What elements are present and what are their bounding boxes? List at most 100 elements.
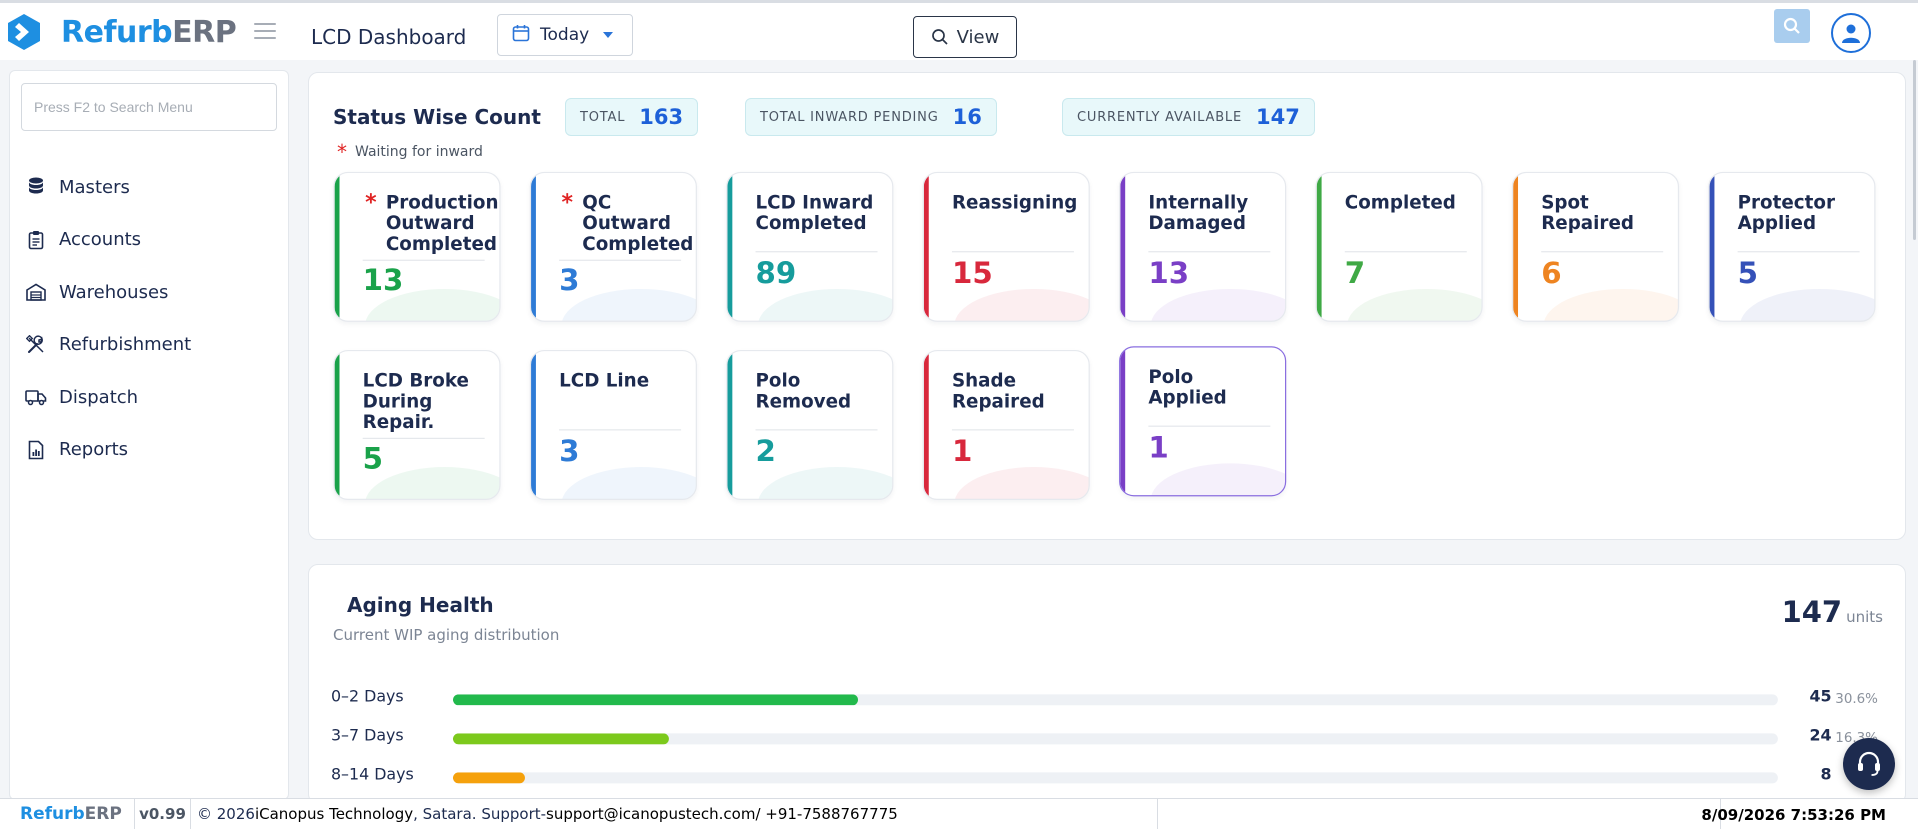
aging-title: Aging Health — [347, 593, 494, 617]
tile-divider — [362, 259, 485, 261]
sidebar-item-refurbishment[interactable]: Refurbishment — [10, 319, 288, 372]
aging-row: 8–14 Days 8 — [331, 765, 1878, 794]
status-tiles: Production Outward Completed * 13 QC Outwar… — [309, 73, 1918, 642]
aging-bar-fill — [452, 733, 669, 745]
status-tile[interactable]: Protector Applied 5 — [1708, 171, 1876, 322]
tile-divider — [559, 259, 682, 261]
tile-decoration — [954, 467, 1089, 499]
aging-row-percent: 30.6% — [1835, 690, 1878, 707]
asterisk-icon: * — [561, 190, 574, 216]
status-tile[interactable]: LCD Broke During Repair. 5 — [333, 349, 501, 500]
brand-logo[interactable]: RefurbERP — [5, 11, 237, 53]
tile-divider — [1148, 425, 1271, 427]
aging-row: 0–2 Days 45 30.6% — [331, 687, 1878, 716]
footer-copyright: © 2026 iCanopus Technology, Satara. Supp… — [191, 799, 1158, 829]
tile-accent-bar — [727, 173, 733, 321]
view-button-label: View — [956, 26, 1000, 48]
sidebar-item-label: Masters — [59, 176, 130, 198]
tools-icon — [25, 334, 47, 356]
support-chat-button[interactable] — [1843, 738, 1895, 790]
tile-label: Internally Damaged — [1148, 191, 1249, 235]
sidebar-item-reports[interactable]: Reports — [10, 424, 288, 477]
tile-label: QC Outward Completed — [582, 191, 694, 255]
tile-accent-bar — [923, 173, 929, 321]
sidebar-item-label: Dispatch — [59, 386, 139, 408]
aging-bar-track — [452, 694, 1778, 706]
status-wise-count-card: Status Wise Count * Waiting for inward TO… — [308, 72, 1906, 540]
status-tile[interactable]: Polo Removed 2 — [726, 349, 894, 500]
brand-name: RefurbERP — [61, 14, 237, 50]
menu-toggle-icon[interactable] — [254, 23, 276, 44]
tile-value: 6 — [1541, 256, 1562, 291]
headset-icon — [1858, 751, 1880, 776]
aging-row-label: 0–2 Days — [330, 688, 404, 707]
status-tile[interactable]: Internally Damaged 13 — [1119, 171, 1287, 322]
sidebar-item-accounts[interactable]: Accounts — [10, 214, 288, 267]
sidebar-item-label: Warehouses — [59, 281, 169, 303]
tile-value: 2 — [755, 434, 776, 469]
global-search-button[interactable] — [1774, 9, 1810, 43]
aging-row-label: 3–7 Days — [330, 727, 404, 746]
tile-divider — [1148, 251, 1271, 253]
status-tile[interactable]: QC Outward Completed * 3 — [529, 171, 697, 322]
status-tile[interactable]: Completed 7 — [1315, 171, 1483, 322]
tile-label: LCD Inward Completed — [755, 191, 874, 235]
sidebar: Masters Accounts Warehouses Refurbishmen… — [9, 70, 289, 800]
tile-value: 3 — [559, 263, 580, 298]
current-datetime: 8/09/2026 7:53:26 PM — [1701, 806, 1886, 824]
warehouse-icon — [25, 281, 47, 303]
tile-decoration — [954, 288, 1089, 321]
aging-subtitle: Current WIP aging distribution — [333, 626, 560, 644]
truck-icon — [25, 386, 47, 408]
tile-accent-bar — [1709, 173, 1715, 321]
logo-mark-icon — [5, 13, 43, 51]
asterisk-icon: * — [365, 190, 377, 216]
footer: Refurb ERP v0.99 © 2026 iCanopus Technolo… — [0, 798, 1918, 829]
tile-decoration — [757, 288, 893, 321]
footer-brand: Refurb ERP — [0, 799, 135, 829]
tile-decoration — [1150, 288, 1285, 321]
sidebar-item-dispatch[interactable]: Dispatch — [10, 371, 288, 424]
status-tile[interactable]: Shade Repaired 1 — [922, 349, 1090, 500]
status-tile[interactable]: Reassigning 15 — [922, 171, 1090, 322]
summary-inward-pending-pill: TOTAL INWARD PENDING 16 — [745, 98, 997, 136]
tile-value: 13 — [1148, 256, 1190, 291]
tile-decoration — [757, 467, 893, 499]
tile-value: 5 — [1737, 256, 1758, 291]
user-avatar[interactable] — [1831, 13, 1871, 53]
chevron-down-icon — [603, 32, 614, 38]
sidebar-item-masters[interactable]: Masters — [10, 161, 288, 214]
aging-row-count: 8 — [1820, 766, 1832, 785]
app-version: v0.99 — [135, 799, 191, 829]
tile-label: LCD Broke During Repair. — [362, 369, 469, 433]
tile-value: 5 — [362, 441, 384, 476]
aging-bar-fill — [452, 772, 525, 784]
status-tile[interactable]: LCD Line 3 — [529, 349, 697, 500]
sidebar-item-label: Reports — [59, 439, 129, 461]
date-filter-label: Today — [540, 25, 590, 45]
aging-row-count: 45 — [1809, 688, 1832, 707]
support-email-link[interactable]: support@icanopustech.com — [546, 805, 756, 823]
page-scrollbar[interactable] — [1913, 60, 1916, 240]
tile-accent-bar — [1120, 347, 1126, 496]
menu-search-input[interactable] — [21, 83, 277, 131]
clipboard-icon — [25, 229, 47, 251]
tile-label: Shade Repaired — [951, 369, 1045, 413]
tile-decoration — [561, 467, 696, 499]
status-tile[interactable]: Polo Applied 1 — [1119, 346, 1287, 497]
view-button[interactable]: View — [913, 16, 1017, 58]
sidebar-item-label: Refurbishment — [59, 334, 192, 356]
tile-divider — [951, 251, 1074, 253]
sidebar-item-warehouses[interactable]: Warehouses — [10, 266, 288, 319]
status-tile[interactable]: LCD Inward Completed 89 — [726, 171, 894, 322]
tile-value: 7 — [1344, 256, 1366, 291]
tile-value: 3 — [559, 434, 580, 469]
sidebar-menu: Masters Accounts Warehouses Refurbishmen… — [10, 161, 288, 476]
status-tile[interactable]: Spot Repaired 6 — [1511, 171, 1680, 322]
search-icon — [931, 29, 948, 45]
date-filter-dropdown[interactable]: Today — [497, 14, 633, 56]
status-tile[interactable]: Production Outward Completed * 13 — [333, 171, 501, 322]
tile-accent-bar — [923, 351, 929, 499]
tile-divider — [1541, 251, 1664, 253]
tile-label: Completed — [1344, 191, 1456, 214]
